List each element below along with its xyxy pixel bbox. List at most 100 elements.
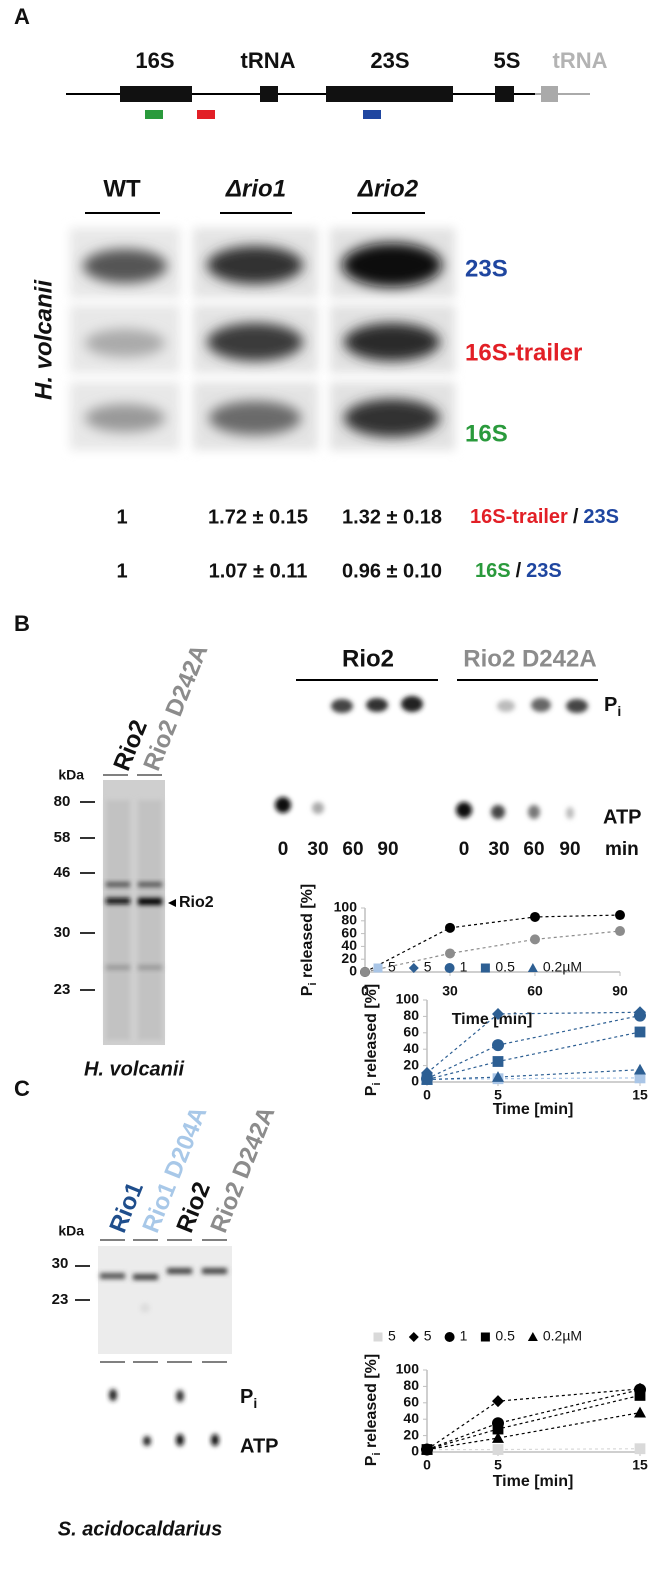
- legend-marker: [408, 963, 419, 973]
- legend-marker: [408, 1332, 419, 1342]
- time-label: 60: [523, 839, 544, 860]
- y-tick-label: 60: [341, 924, 357, 940]
- fit-line: [364, 930, 621, 973]
- pi-label: Pi: [240, 1386, 257, 1410]
- y-label-main: P: [299, 985, 316, 996]
- y-axis-label: Pi released [%]: [363, 1354, 383, 1466]
- organism-label: H. volcanii: [84, 1058, 184, 1080]
- northern-blot: [70, 228, 455, 450]
- panel-letter: C: [14, 1076, 30, 1101]
- gene-box: [541, 86, 558, 102]
- fit-line: [426, 1031, 641, 1081]
- y-tick-label: 0: [411, 1443, 419, 1459]
- y-label-rest: released [%]: [363, 984, 380, 1083]
- ratio-value: 1.72 ± 0.15: [208, 506, 308, 528]
- ratio-slash: /: [516, 560, 522, 582]
- legend-marker: [480, 1332, 490, 1342]
- marker: [530, 911, 540, 922]
- y-tick-label: 40: [403, 1040, 419, 1056]
- lane-label: Rio2 D242A: [205, 1103, 280, 1237]
- ratio-numerator: 16S-trailer: [470, 506, 568, 528]
- legend-marker: [480, 963, 490, 973]
- fit-line: [364, 914, 621, 973]
- legend-marker: [373, 1332, 383, 1342]
- marker: [445, 922, 455, 933]
- gene-label: tRNA: [553, 48, 608, 73]
- marker: [492, 1395, 504, 1408]
- fit-line: [426, 1389, 641, 1451]
- legend-label: 5: [424, 959, 432, 975]
- y-label-sub: i: [371, 1452, 383, 1455]
- atp-label: ATP: [240, 1435, 279, 1457]
- x-tick-label: 30: [442, 983, 458, 999]
- y-axis-label: Pi released [%]: [363, 984, 383, 1096]
- legend-label: 0.2µM: [543, 959, 582, 975]
- y-tick-label: 0: [349, 963, 357, 979]
- y-label-main: P: [363, 1085, 380, 1096]
- x-axis-label: Time [min]: [452, 1011, 533, 1028]
- y-tick-label: 20: [403, 1426, 419, 1442]
- marker-label: 30: [52, 1255, 69, 1272]
- ratio-value: 1.07 ± 0.11: [209, 560, 308, 582]
- unit-label: kDa: [58, 1223, 84, 1239]
- pi-sub: i: [617, 703, 621, 719]
- probe: [363, 110, 381, 119]
- fit-line: [426, 1388, 641, 1451]
- legend-marker: [444, 1332, 455, 1342]
- fit-line: [426, 1394, 641, 1451]
- pi-main: P: [240, 1386, 253, 1408]
- marker-label: 30: [54, 924, 71, 941]
- marker: [634, 1009, 646, 1022]
- organism-label: H. volcanii: [30, 279, 57, 400]
- gene-box: [495, 86, 514, 102]
- y-label-rest: released [%]: [363, 1354, 380, 1453]
- group-label: Rio2: [342, 645, 394, 672]
- marker: [492, 1007, 504, 1020]
- fit-line: [427, 1448, 641, 1451]
- gene-box: [326, 86, 453, 102]
- ratio-value: 1.32 ± 0.18: [342, 506, 442, 528]
- group-label: Rio2 D242A: [463, 645, 596, 672]
- y-label-rest: released [%]: [299, 884, 316, 983]
- probe-label: 16S: [465, 420, 508, 447]
- marker: [492, 1444, 504, 1455]
- y-tick-label: 20: [403, 1056, 419, 1072]
- gene-label: 5S: [494, 48, 521, 73]
- marker: [634, 1390, 646, 1401]
- marker-label: 23: [54, 981, 71, 998]
- legend-label: 0.5: [495, 1328, 515, 1344]
- time-label: 90: [559, 839, 580, 860]
- y-label-main: P: [363, 1455, 380, 1466]
- marker: [615, 926, 625, 937]
- y-tick-label: 80: [403, 1007, 419, 1023]
- x-axis-label: Time [min]: [493, 1473, 574, 1490]
- marker: [634, 1443, 646, 1455]
- sds-gel: [103, 780, 165, 1045]
- legend-label: 5: [388, 1328, 396, 1344]
- lane-label: Rio2 D242A: [138, 641, 213, 775]
- probe: [145, 110, 163, 119]
- y-tick-label: 80: [341, 912, 357, 928]
- fit-line: [426, 1412, 641, 1451]
- x-tick-label: 15: [632, 1087, 648, 1103]
- ratio-label: 16S/23S: [475, 560, 562, 582]
- strain-label: Δrio1: [225, 175, 286, 202]
- marker: [530, 934, 540, 945]
- panel-letter: B: [14, 611, 30, 636]
- legend-marker: [444, 963, 455, 973]
- marker: [615, 910, 625, 921]
- time-unit: min: [605, 839, 639, 860]
- y-tick-label: 60: [403, 1024, 419, 1040]
- legend-marker: [373, 963, 383, 973]
- gene-label: tRNA: [241, 48, 296, 73]
- legend-label: 0.2µM: [543, 1328, 582, 1344]
- x-tick-label: 0: [423, 1087, 431, 1103]
- y-tick-label: 40: [341, 937, 357, 953]
- time-label: 30: [488, 839, 509, 860]
- x-tick-label: 15: [632, 1457, 648, 1473]
- probe-label: 16S-trailer: [465, 339, 582, 366]
- legend-label: 0.5: [495, 959, 515, 975]
- pi-sub: i: [253, 1395, 257, 1411]
- y-tick-label: 40: [403, 1410, 419, 1426]
- y-tick-label: 60: [403, 1394, 419, 1410]
